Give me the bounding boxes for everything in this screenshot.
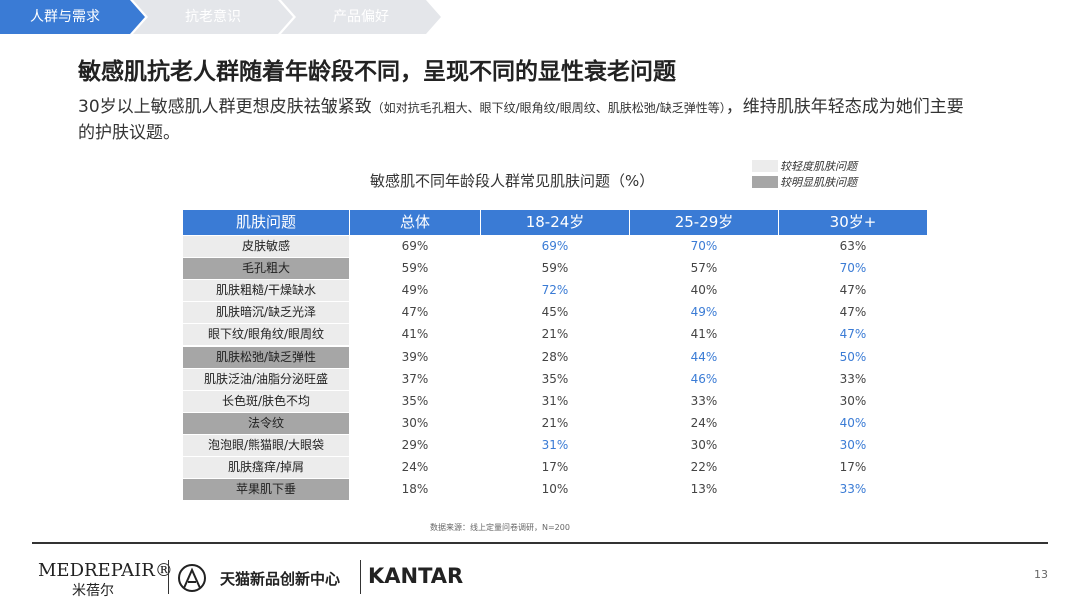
legend-swatch (752, 176, 778, 188)
subtitle: 30岁以上敏感肌人群更想皮肤祛皱紧致（如对抗毛孔粗大、眼下纹/眼角纹/眼周纹、肌… (78, 95, 978, 146)
value-cell: 70% (839, 261, 867, 276)
column-header: 总体 (350, 210, 480, 235)
column-header: 18-24岁 (481, 210, 629, 235)
row-label: 泡泡眼/熊猫眼/大眼袋 (183, 434, 349, 456)
value-cell: 37% (401, 371, 429, 386)
value-cell: 39% (401, 349, 429, 364)
footer-rule (32, 542, 1048, 544)
row-label: 苹果肌下垂 (183, 479, 349, 501)
row-label: 眼下纹/眼角纹/眼周纹 (183, 324, 349, 346)
partner: 天猫新品创新中心 (220, 570, 341, 588)
legend-label: 较明显肌肤问题 (780, 176, 857, 189)
row-label: 肌肤松弛/缺乏弹性 (183, 346, 349, 368)
column-header: 肌肤问题 (183, 210, 349, 235)
value-cell: 49% (690, 305, 718, 320)
legend-label: 较轻度肌肤问题 (780, 160, 857, 173)
row-label: 皮肤敏感 (183, 236, 349, 257)
value-cell: 72% (541, 283, 569, 298)
value-cell: 47% (401, 305, 429, 320)
value-cell: 47% (839, 283, 867, 298)
value-cell: 18% (401, 482, 429, 497)
value-cell: 35% (401, 393, 429, 408)
row-label: 肌肤暗沉/缺乏光泽 (183, 302, 349, 324)
value-cell: 10% (541, 482, 569, 497)
row-label: 肌肤泛油/油脂分泌旺盛 (183, 368, 349, 390)
value-cell: 47% (839, 327, 867, 342)
value-cell: 49% (401, 283, 429, 298)
table-title: 敏感肌不同年龄段人群常见肌肤问题（%） (370, 172, 655, 190)
legend-swatch (752, 160, 778, 172)
value-cell: 40% (839, 415, 867, 430)
value-cell: 28% (541, 349, 569, 364)
value-cell: 30% (690, 437, 718, 452)
page-number: 13 (1034, 568, 1048, 581)
value-cell: 41% (401, 327, 429, 342)
divider (360, 560, 361, 594)
value-cell: 59% (541, 261, 569, 276)
row-label: 法令纹 (183, 412, 349, 434)
value-cell: 50% (839, 349, 867, 364)
subtitle-note: （如对抗毛孔粗大、眼下纹/眼角纹/眼周纹、肌肤松弛/缺乏弹性等） (371, 101, 726, 115)
source: 数据来源：线上定量问卷调研，N=200 (430, 523, 570, 532)
row-label: 长色斑/肤色不均 (183, 390, 349, 412)
value-cell: 17% (839, 460, 867, 474)
value-cell: 44% (690, 349, 718, 364)
agency: KANTAR (368, 564, 464, 588)
value-cell: 63% (839, 239, 867, 253)
row-label: 肌肤瘙痒/掉屑 (183, 457, 349, 478)
value-cell: 47% (839, 305, 867, 320)
partner-icon (178, 564, 206, 592)
row-label: 肌肤粗糙/干燥缺水 (183, 280, 349, 302)
value-cell: 46% (690, 371, 718, 386)
value-cell: 45% (541, 305, 569, 320)
value-cell: 30% (839, 393, 867, 408)
column-header: 30岁+ (779, 210, 927, 235)
value-cell: 33% (690, 393, 718, 408)
value-cell: 33% (839, 482, 867, 497)
row-label: 毛孔粗大 (183, 258, 349, 280)
value-cell: 17% (541, 460, 569, 474)
column-header: 25-29岁 (630, 210, 778, 235)
value-cell: 24% (401, 460, 429, 474)
nav-tab[interactable]: 抗老意识 (133, 0, 293, 34)
nav-tab[interactable]: 人群与需求 (0, 0, 145, 34)
value-cell: 70% (690, 239, 718, 253)
value-cell: 40% (690, 283, 718, 298)
value-cell: 31% (541, 393, 569, 408)
value-cell: 57% (690, 261, 718, 276)
value-cell: 29% (401, 437, 429, 452)
value-cell: 13% (690, 482, 718, 497)
value-cell: 21% (541, 327, 569, 342)
value-cell: 59% (401, 261, 429, 276)
value-cell: 33% (839, 371, 867, 386)
value-cell: 30% (839, 437, 867, 452)
nav-tab[interactable]: 产品偏好 (281, 0, 441, 34)
brand-cn: 米蓓尔 (72, 583, 114, 599)
brand: MEDREPAIR® (38, 560, 173, 581)
value-cell: 30% (401, 415, 429, 430)
value-cell: 24% (690, 415, 718, 430)
divider (168, 560, 169, 594)
value-cell: 41% (690, 327, 718, 342)
value-cell: 22% (690, 460, 718, 474)
value-cell: 69% (401, 239, 429, 253)
value-cell: 35% (541, 371, 569, 386)
value-cell: 31% (541, 437, 569, 452)
subtitle-rest: ，维持肌肤年轻态成为她们主要的护肤议题。 (78, 97, 964, 143)
value-cell: 21% (541, 415, 569, 430)
title: 敏感肌抗老人群随着年龄段不同，呈现不同的显性衰老问题 (78, 59, 676, 85)
value-cell: 69% (541, 239, 569, 253)
subtitle-main: 30岁以上敏感肌人群更想皮肤祛皱紧致 (78, 97, 372, 117)
